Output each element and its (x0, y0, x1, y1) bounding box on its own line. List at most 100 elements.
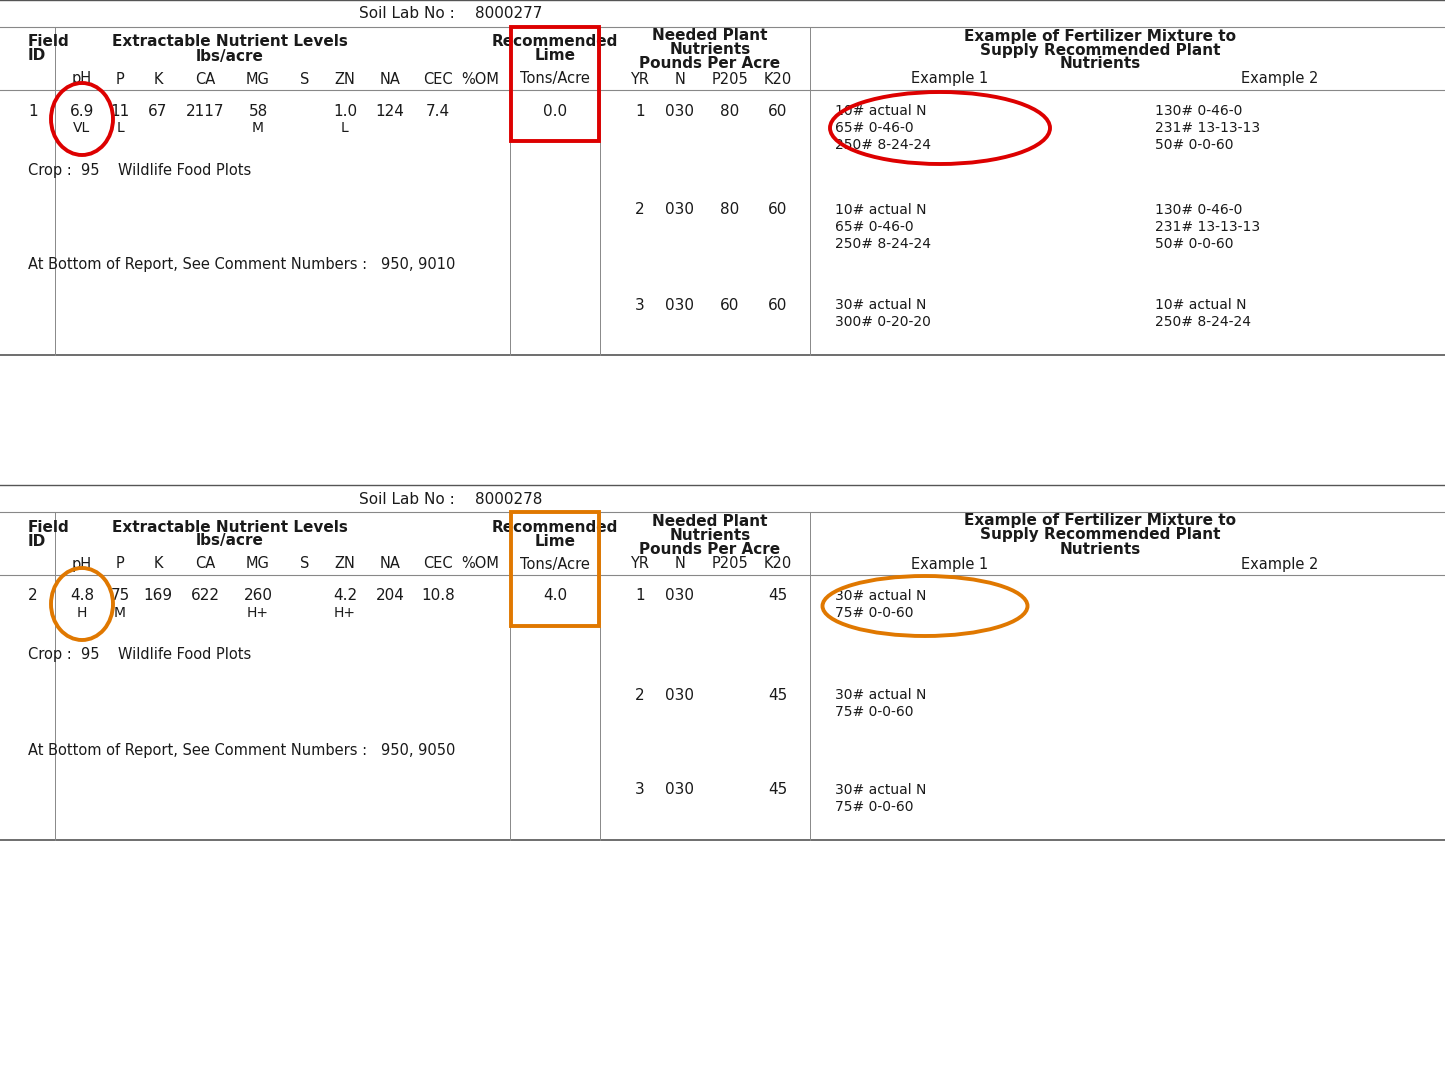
Text: 45: 45 (769, 588, 788, 603)
Text: Nutrients: Nutrients (1059, 57, 1140, 72)
Text: K: K (153, 72, 163, 87)
Bar (512, 27, 600, 141)
Text: Crop :  95    Wildlife Food Plots: Crop : 95 Wildlife Food Plots (27, 162, 251, 177)
Text: S: S (301, 557, 309, 572)
Text: 80: 80 (721, 103, 740, 118)
Text: Nutrients: Nutrients (669, 528, 750, 543)
Text: 10# actual N: 10# actual N (835, 104, 926, 118)
Text: 11: 11 (110, 103, 130, 118)
Text: pH: pH (72, 557, 92, 572)
Bar (512, 512, 600, 626)
Text: H+: H+ (334, 606, 355, 620)
Text: 250# 8-24-24: 250# 8-24-24 (835, 237, 931, 251)
Text: Extractable Nutrient Levels: Extractable Nutrient Levels (113, 519, 348, 534)
Text: 030: 030 (666, 203, 695, 218)
Text: 58: 58 (249, 103, 267, 118)
Text: Example 2: Example 2 (1241, 557, 1319, 572)
Text: Needed Plant: Needed Plant (652, 514, 767, 529)
Text: 50# 0-0-60: 50# 0-0-60 (1155, 138, 1234, 152)
Text: 250# 8-24-24: 250# 8-24-24 (1155, 315, 1251, 329)
Text: 130# 0-46-0: 130# 0-46-0 (1155, 203, 1243, 217)
Text: CA: CA (195, 72, 215, 87)
Text: P205: P205 (711, 557, 749, 572)
Text: Field: Field (27, 34, 69, 49)
Text: Lime: Lime (535, 48, 575, 63)
Text: Tons/Acre: Tons/Acre (520, 557, 590, 572)
Text: H+: H+ (247, 606, 269, 620)
Text: 0.0: 0.0 (543, 103, 566, 118)
Text: Example of Fertilizer Mixture to: Example of Fertilizer Mixture to (964, 514, 1235, 529)
Text: ZN: ZN (335, 72, 355, 87)
Text: 8000278: 8000278 (475, 491, 542, 506)
Text: P: P (116, 557, 124, 572)
Text: Recommended: Recommended (491, 519, 618, 534)
Text: M: M (114, 606, 126, 620)
Text: 8000277: 8000277 (475, 6, 542, 21)
Text: ID: ID (27, 533, 46, 548)
Text: 2117: 2117 (186, 103, 224, 118)
Text: P: P (116, 72, 124, 87)
Text: 60: 60 (769, 203, 788, 218)
Text: 231# 13-13-13: 231# 13-13-13 (1155, 121, 1260, 135)
Text: 60: 60 (769, 297, 788, 312)
Text: 030: 030 (666, 782, 695, 797)
Text: Pounds Per Acre: Pounds Per Acre (640, 542, 780, 557)
Text: ZN: ZN (335, 557, 355, 572)
Text: At Bottom of Report, See Comment Numbers :   950, 9050: At Bottom of Report, See Comment Numbers… (27, 743, 455, 758)
Text: 60: 60 (769, 103, 788, 118)
Text: 3: 3 (636, 782, 644, 797)
Text: 30# actual N: 30# actual N (835, 589, 926, 603)
Text: NA: NA (380, 557, 400, 572)
Text: VL: VL (74, 121, 91, 135)
Text: Crop :  95    Wildlife Food Plots: Crop : 95 Wildlife Food Plots (27, 647, 251, 662)
Text: YR: YR (630, 557, 649, 572)
Text: 65# 0-46-0: 65# 0-46-0 (835, 220, 913, 234)
Text: MG: MG (246, 72, 270, 87)
Text: Supply Recommended Plant: Supply Recommended Plant (980, 528, 1220, 543)
Text: N: N (675, 72, 685, 87)
Text: 45: 45 (769, 782, 788, 797)
Text: 169: 169 (143, 588, 172, 603)
Text: Nutrients: Nutrients (1059, 542, 1140, 557)
Text: 10# actual N: 10# actual N (1155, 298, 1247, 312)
Text: ID: ID (27, 48, 46, 63)
Text: 30# actual N: 30# actual N (835, 688, 926, 702)
Text: 1.0: 1.0 (332, 103, 357, 118)
Text: 1: 1 (636, 588, 644, 603)
Text: K20: K20 (764, 557, 792, 572)
Text: 2: 2 (636, 688, 644, 703)
Text: N: N (675, 557, 685, 572)
Text: M: M (251, 121, 264, 135)
Text: YR: YR (630, 72, 649, 87)
Text: Extractable Nutrient Levels: Extractable Nutrient Levels (113, 34, 348, 49)
Text: Field: Field (27, 519, 69, 534)
Text: CEC: CEC (423, 557, 452, 572)
Text: MG: MG (246, 557, 270, 572)
Text: Example 1: Example 1 (912, 72, 988, 87)
Text: P205: P205 (711, 72, 749, 87)
Text: CEC: CEC (423, 72, 452, 87)
Text: Example 2: Example 2 (1241, 72, 1319, 87)
Text: Needed Plant: Needed Plant (652, 29, 767, 44)
Text: Soil Lab No :: Soil Lab No : (360, 6, 455, 21)
Text: 30# actual N: 30# actual N (835, 298, 926, 312)
Text: 60: 60 (720, 297, 740, 312)
Text: 030: 030 (666, 103, 695, 118)
Text: L: L (341, 121, 348, 135)
Text: 300# 0-20-20: 300# 0-20-20 (835, 315, 931, 329)
Text: 1: 1 (27, 103, 38, 118)
Text: Example of Fertilizer Mixture to: Example of Fertilizer Mixture to (964, 29, 1235, 44)
Text: 030: 030 (666, 588, 695, 603)
Text: 030: 030 (666, 297, 695, 312)
Text: lbs/acre: lbs/acre (197, 48, 264, 63)
Text: 50# 0-0-60: 50# 0-0-60 (1155, 237, 1234, 251)
Text: 030: 030 (666, 688, 695, 703)
Text: 75# 0-0-60: 75# 0-0-60 (835, 705, 913, 719)
Text: 75# 0-0-60: 75# 0-0-60 (835, 606, 913, 620)
Text: 10.8: 10.8 (420, 588, 455, 603)
Text: 1: 1 (636, 103, 644, 118)
Text: 7.4: 7.4 (426, 103, 449, 118)
Text: 75# 0-0-60: 75# 0-0-60 (835, 800, 913, 814)
Text: 4.2: 4.2 (332, 588, 357, 603)
Text: 3: 3 (636, 297, 644, 312)
